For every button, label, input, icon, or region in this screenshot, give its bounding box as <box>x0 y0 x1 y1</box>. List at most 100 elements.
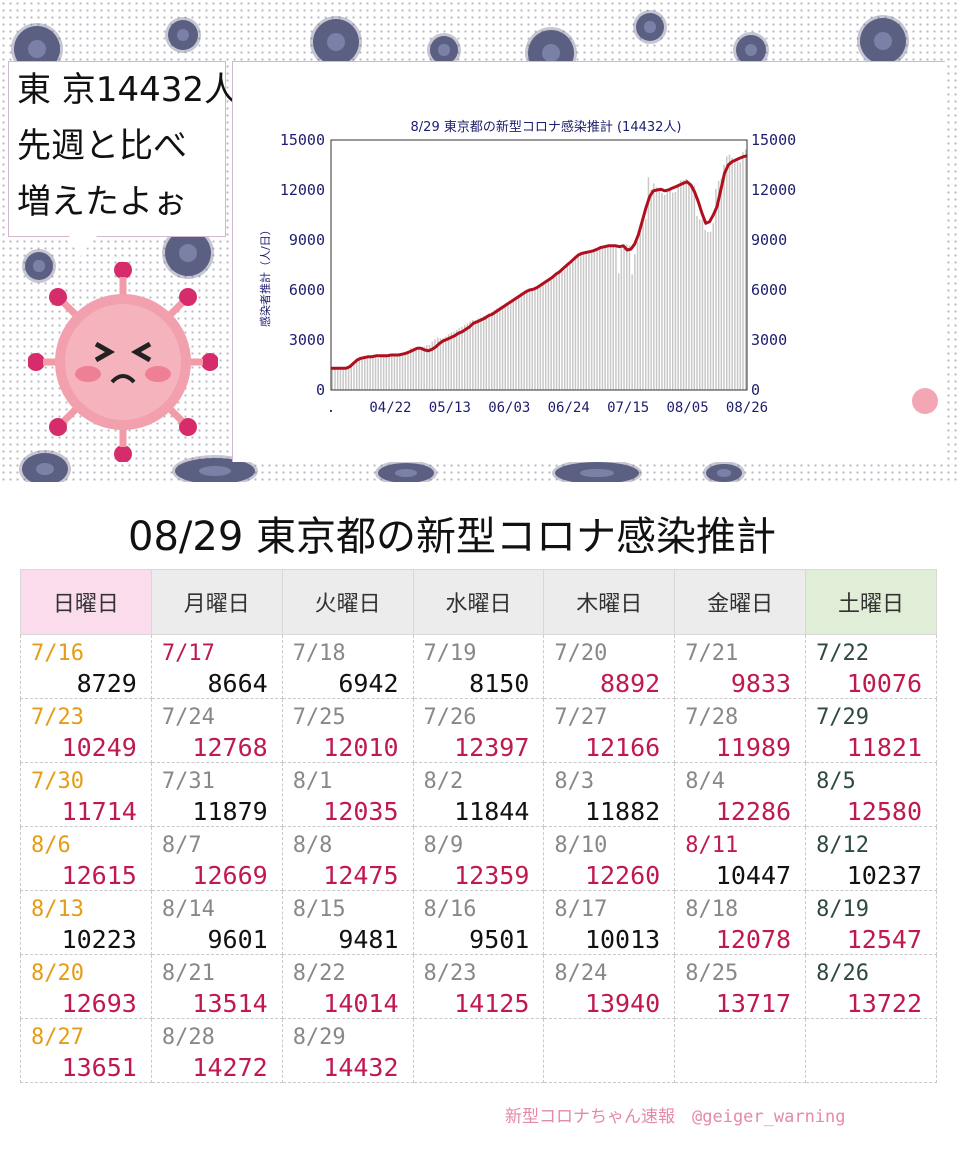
cell-value: 11714 <box>61 797 137 826</box>
calendar-cell: 7/21 9833 <box>674 634 807 699</box>
cell-date: 7/27 <box>554 705 608 730</box>
speech-line-2: 先週と比べ <box>17 126 187 166</box>
calendar-cell <box>805 1018 937 1083</box>
cell-value: 14432 <box>323 1053 399 1082</box>
cell-value: 10237 <box>846 861 922 890</box>
calendar-cell: 8/2 11844 <box>412 762 545 827</box>
cell-value: 8729 <box>76 669 137 698</box>
daily-bar <box>331 368 334 390</box>
daily-bar <box>418 350 420 390</box>
y-tick-right: 0 <box>751 381 760 399</box>
daily-bar <box>550 280 552 390</box>
cell-value: 9481 <box>338 925 399 954</box>
cell-date: 8/20 <box>31 961 84 986</box>
daily-bar <box>442 338 444 390</box>
calendar-cell: 8/23 14125 <box>412 954 545 1019</box>
x-tick: 07/15 <box>607 400 649 416</box>
daily-bar <box>358 356 361 390</box>
calendar-cell: 8/10 12260 <box>543 826 676 891</box>
cell-date: 8/28 <box>161 1025 215 1050</box>
daily-bar <box>542 285 544 390</box>
daily-bar <box>588 251 590 390</box>
y-tick-right: 9000 <box>751 231 787 249</box>
daily-bar <box>420 347 423 390</box>
y-tick-left: 0 <box>316 381 325 399</box>
daily-bar <box>701 219 704 390</box>
calendar-cell <box>674 1018 807 1083</box>
daily-bar <box>547 281 550 390</box>
daily-bar <box>677 185 679 390</box>
calendar-row: 8/20 12693 8/21 13514 8/22 14014 8/23 14125 8/24… <box>20 954 937 1019</box>
daily-bar <box>399 353 401 390</box>
calendar-row: 7/23 10249 7/24 12768 7/25 12010 7/26 12397 7/27… <box>20 698 937 763</box>
calendar-cell: 8/22 14014 <box>281 954 414 1019</box>
daily-bar <box>485 315 488 390</box>
calendar-cell <box>412 1018 545 1083</box>
daily-bar <box>434 339 436 390</box>
daily-bar <box>361 357 363 390</box>
cell-value: 11882 <box>584 797 661 826</box>
calendar-cell: 8/7 12669 <box>150 826 283 891</box>
calendar-cell: 7/16 8729 <box>20 634 152 699</box>
daily-bar <box>712 223 714 390</box>
cell-date: 7/28 <box>685 705 739 730</box>
daily-bar <box>661 193 663 390</box>
x-tick: 06/03 <box>488 400 530 416</box>
daily-bar <box>415 349 417 390</box>
daily-bar <box>512 300 515 390</box>
virus-decoration-icon <box>706 464 742 482</box>
daily-bar <box>455 330 458 390</box>
cell-date: 8/18 <box>685 897 739 922</box>
daily-bar <box>385 355 388 390</box>
cell-date: 8/26 <box>816 961 870 986</box>
virus-decoration-icon <box>165 230 211 276</box>
daily-bar <box>391 355 393 390</box>
daily-bar <box>715 188 717 390</box>
daily-bar <box>582 253 585 390</box>
cell-value: 12286 <box>715 797 792 826</box>
daily-bar <box>488 313 490 390</box>
calendar-cell: 7/26 12397 <box>412 698 545 763</box>
daily-bar <box>572 261 574 390</box>
calendar-row: 8/27 13651 8/28 14272 8/29 14432 <box>20 1018 937 1083</box>
daily-bar <box>704 230 706 390</box>
cell-value: 13717 <box>715 989 792 1018</box>
x-tick: 06/24 <box>548 400 590 416</box>
cell-value: 10013 <box>584 925 661 954</box>
calendar-cell: 8/27 13651 <box>20 1018 152 1083</box>
cell-date: 7/31 <box>161 769 215 794</box>
cell-date: 7/17 <box>161 641 215 666</box>
daily-bar <box>531 290 533 390</box>
daily-bar <box>620 248 623 390</box>
daily-bar <box>682 179 685 391</box>
y-tick-left: 12000 <box>280 181 325 199</box>
daily-bar <box>563 270 566 390</box>
calendar-cell: 8/4 12286 <box>674 762 807 827</box>
calendar-cell: 7/17 8664 <box>150 634 283 699</box>
daily-bar <box>642 222 644 390</box>
virus-decoration-icon <box>168 20 198 50</box>
cell-date: 8/23 <box>423 961 477 986</box>
daily-bar <box>723 164 725 390</box>
daily-bar <box>480 317 482 390</box>
cell-value: 12475 <box>323 861 399 890</box>
calendar-cell: 8/9 12359 <box>412 826 545 891</box>
daily-bar <box>469 321 471 390</box>
daily-bar <box>539 286 542 390</box>
x-tick: 04/22 <box>369 400 411 416</box>
calendar-cell: 8/6 12615 <box>20 826 152 891</box>
cell-date: 8/27 <box>31 1025 84 1050</box>
calendar-cell: 7/20 8892 <box>543 634 676 699</box>
calendar-cell: 7/18 6942 <box>281 634 414 699</box>
cell-date: 8/5 <box>816 769 856 794</box>
virus-decoration-icon <box>430 36 458 64</box>
daily-bar <box>731 157 733 390</box>
daily-bar <box>445 336 447 390</box>
daily-bar <box>734 161 736 390</box>
chart-panel: 8/29 東京都の新型コロナ感染推計 (14432人) 感染者推計（人/日） 0… <box>232 61 945 462</box>
daily-bar <box>599 247 601 390</box>
cell-value: 10076 <box>846 669 922 698</box>
daily-bar <box>728 154 731 390</box>
daily-bar <box>461 326 463 390</box>
cell-date: 8/17 <box>554 897 608 922</box>
